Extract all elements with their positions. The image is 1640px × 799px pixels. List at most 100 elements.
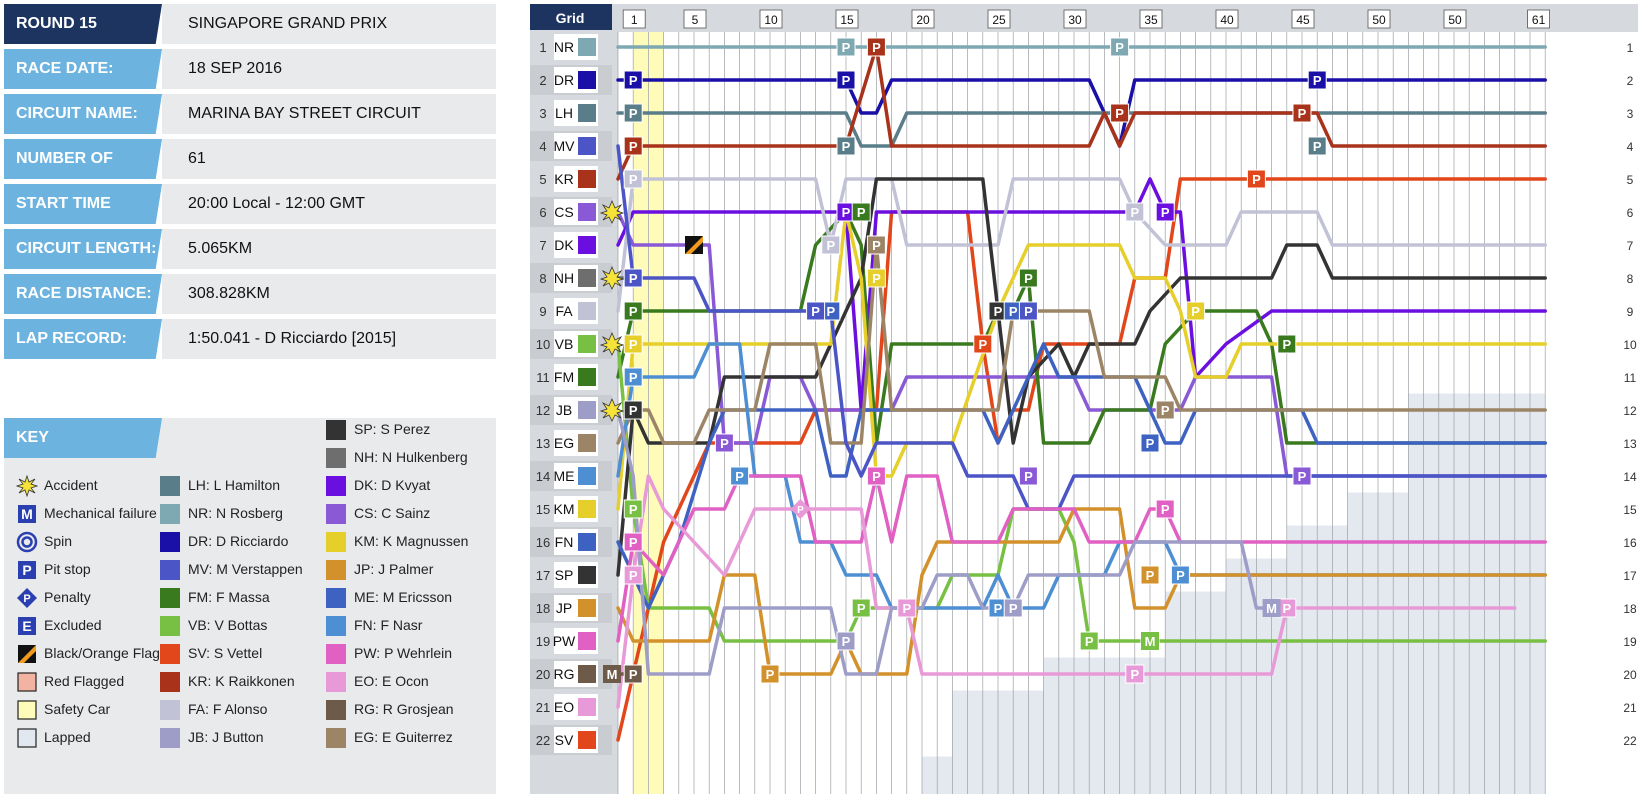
driver-color-swatch — [160, 476, 180, 497]
driver-color-swatch — [160, 644, 180, 665]
key-driver-item: EO: E Ocon — [326, 670, 429, 693]
pit-stop-letter: P — [842, 139, 851, 154]
mechanical-failure-letter: M — [1145, 634, 1156, 649]
grid-position-number: 6 — [539, 205, 546, 220]
lap-tick-label: 25 — [992, 13, 1006, 27]
right-position-number: 1 — [1627, 41, 1634, 55]
key-driver-label: FN: F Nasr — [354, 617, 423, 633]
driver-color-swatch — [326, 644, 346, 665]
grid-header: Grid — [556, 10, 585, 26]
pit-stop-marker: P — [806, 301, 826, 321]
lap-tick-label: 40 — [1220, 13, 1234, 27]
pit-stop-letter: P — [872, 271, 881, 286]
key-driver-label: EO: E Ocon — [354, 673, 429, 689]
key-symbol-label: Accident — [44, 477, 98, 493]
pit-stop-marker: P — [866, 235, 886, 255]
lapped-region — [1408, 393, 1546, 794]
lap-tick-label: 5 — [692, 13, 699, 27]
right-position-number: 10 — [1623, 338, 1637, 352]
accident-icon — [599, 199, 625, 224]
key-driver-item: PW: P Wehrlein — [326, 642, 452, 665]
driver-color-swatch — [578, 698, 596, 716]
key-driver-label: RG: R Grosjean — [354, 701, 454, 717]
pit-stop-box — [1307, 136, 1327, 156]
lap-tick-label: 50 — [1372, 13, 1386, 27]
driver-color-swatch — [578, 467, 596, 485]
pit-stop-letter: P — [1298, 106, 1307, 121]
pit-stop-letter: P — [1146, 568, 1155, 583]
pit-stop-box — [623, 400, 643, 420]
lap-tick: 30 — [1063, 9, 1087, 29]
key-driver-item: FM: F Massa — [160, 586, 270, 609]
pit-stop-marker: P — [623, 136, 643, 156]
pit-stop-box — [623, 136, 643, 156]
key-driver-item: SV: S Vettel — [160, 642, 262, 665]
info-label: RACE DISTANCE: — [4, 274, 162, 314]
lap-tick: 15 — [835, 9, 859, 29]
pit-stop-letter: P — [629, 568, 638, 583]
pit-stop-letter: P — [1009, 601, 1018, 616]
key-driver-label: CS: C Sainz — [354, 505, 431, 521]
driver-color-swatch — [578, 599, 596, 617]
pit-stop-marker: P — [623, 565, 643, 585]
grid-position-number: 16 — [536, 535, 550, 550]
key-symbol-label: Lapped — [44, 729, 91, 745]
lap-tick-label: 30 — [1068, 13, 1082, 27]
driver-code: KM — [554, 501, 575, 517]
driver-color-swatch — [160, 728, 180, 749]
series-line-pw — [616, 474, 1547, 643]
pit-stop-letter: P — [994, 304, 1003, 319]
pit-stop-letter: P — [629, 106, 638, 121]
grid-position-number: 21 — [536, 700, 550, 715]
right-position-number: 7 — [1627, 239, 1634, 253]
key-symbol-label: Penalty — [44, 589, 91, 605]
pit-stop-box — [760, 664, 780, 684]
pit-stop-letter: P — [1130, 667, 1139, 682]
pit-stop-letter: P — [978, 337, 987, 352]
info-row: RACE DATE: 18 SEP 2016 — [4, 49, 496, 89]
lap-header-strip — [618, 4, 1638, 32]
key-driver-item: VB: V Bottas — [160, 614, 267, 637]
spin-icon — [16, 531, 38, 553]
pit-stop-marker: P — [836, 37, 856, 57]
pit-stop-box — [623, 334, 643, 354]
pit-stop-letter: P — [1161, 205, 1170, 220]
pit-stop-marker: P — [866, 37, 886, 57]
driver-color-swatch — [578, 335, 596, 353]
driver-color-swatch — [326, 728, 346, 749]
lap-tick: 50 — [1367, 9, 1391, 29]
key-driver-label: KR: K Raikkonen — [188, 673, 295, 689]
penalty-icon — [790, 499, 811, 519]
key-driver-label: DR: D Ricciardo — [188, 533, 289, 549]
pit-stop-letter: P — [629, 403, 638, 418]
series-line-mv — [616, 144, 1547, 511]
pit-stop-marker: P — [623, 169, 643, 189]
right-position-number: 9 — [1627, 305, 1634, 319]
pit-stop-box — [1155, 202, 1175, 222]
pit-stop-box — [1246, 169, 1266, 189]
pit-stop-letter: P — [629, 139, 638, 154]
driver-code: SP — [555, 567, 574, 583]
key-driver-item: KR: K Raikkonen — [160, 670, 295, 693]
pit-stop-marker: P — [836, 136, 856, 156]
series-line-kr — [616, 45, 1547, 181]
key-driver-item: CS: C Sainz — [326, 502, 431, 525]
right-position-number: 8 — [1627, 272, 1634, 286]
right-position-number: 21 — [1623, 701, 1637, 715]
lap-tick: 5 — [683, 9, 707, 29]
driver-color-swatch — [326, 504, 346, 525]
pit-stop-box — [623, 268, 643, 288]
lap-tick-label: 1 — [631, 13, 638, 27]
pit-stop-letter: P — [902, 601, 911, 616]
grid-position-number: 3 — [539, 106, 546, 121]
info-label: CIRCUIT LENGTH: — [4, 229, 162, 269]
pit-stop-box — [1079, 631, 1099, 651]
key-driver-item: FN: F Nasr — [326, 614, 423, 637]
pit-stop-marker: P — [623, 532, 643, 552]
pit-stop-letter: P — [629, 73, 638, 88]
pit-stop-marker: P — [730, 466, 750, 486]
driver-code: DR — [554, 72, 574, 88]
key-driver-item: EG: E Guiterrez — [326, 726, 453, 749]
lap-tick: 35 — [1139, 9, 1163, 29]
pit-stop-letter: P — [1009, 304, 1018, 319]
